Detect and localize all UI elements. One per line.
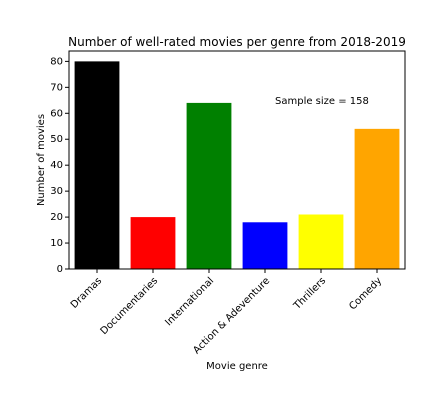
y-tick-label: 50 [50,134,63,145]
bar-documentaries [130,217,176,269]
y-tick-label: 10 [50,238,63,249]
bar-thrillers [298,214,344,269]
bar-dramas [74,61,120,269]
plot-area-frame [68,50,406,270]
y-tick-label: 60 [50,108,63,119]
x-axis-label: Movie genre [206,361,268,372]
bars-layer [74,61,400,270]
y-tick-label: 0 [57,264,63,275]
bar-international [186,102,232,270]
y-tick-label: 70 [50,82,63,93]
chart-title: Number of well-rated movies per genre fr… [68,35,406,49]
y-tick-label: 40 [50,160,63,171]
y-axis: 0 10 20 30 40 50 60 70 80 [50,56,69,275]
bar-comedy [354,128,400,269]
bar-action-adeventure [242,222,288,269]
y-tick-label: 80 [50,56,63,67]
y-tick-label: 20 [50,212,63,223]
y-axis-label: Number of movies [36,114,47,206]
y-tick-label: 30 [50,186,63,197]
sample-size-annotation: Sample size = 158 [275,96,369,107]
